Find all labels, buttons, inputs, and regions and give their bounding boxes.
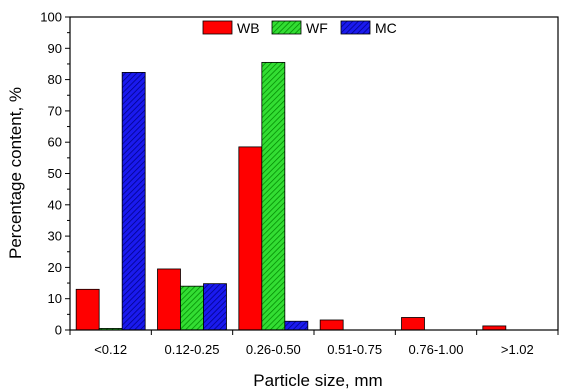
legend-label-wb: WB: [237, 20, 260, 36]
bar-mc-0: [121, 72, 146, 331]
y-tick-label-2: 20: [48, 260, 62, 275]
bar-mc-1: [203, 283, 227, 331]
bar-wf-2: [261, 61, 286, 331]
legend-label-mc: MC: [375, 20, 397, 36]
bar-wb-3: [319, 319, 344, 331]
x-tick-label-0: <0.12: [94, 342, 127, 357]
x-tick-label-5: >1.02: [501, 342, 534, 357]
bar-wb-4: [401, 317, 425, 331]
y-tick-label-5: 50: [48, 166, 62, 181]
bar-wb-5: [482, 325, 507, 331]
y-axis-title: Percentage content, %: [6, 87, 25, 259]
x-tick-label-1: 0.12-0.25: [165, 342, 220, 357]
bar-wb-1: [157, 268, 181, 331]
x-tick-label-2: 0.26-0.50: [246, 342, 301, 357]
x-tick-label-4: 0.76-1.00: [409, 342, 464, 357]
bar-wb-2: [238, 146, 263, 331]
y-tick-label-1: 10: [48, 291, 62, 306]
y-tick-label-4: 40: [48, 197, 62, 212]
axes-layer: 0 10 20 30 40 50 60 70 80 90 100 <0.12 0.12-0.25 0.26…: [40, 10, 559, 357]
legend-swatch-wb: [202, 20, 233, 35]
y-tick-label-6: 60: [48, 135, 62, 150]
x-axis-title: Particle size, mm: [253, 371, 382, 390]
x-tick-label-3: 0.51-0.75: [327, 342, 382, 357]
bars-layer: [75, 61, 507, 331]
legend-swatch-wf: [271, 20, 302, 35]
legend-swatch-mc: [340, 20, 371, 35]
legend-label-wf: WF: [306, 20, 328, 36]
bar-wb-0: [75, 288, 100, 331]
bar-wf-1: [180, 285, 204, 331]
y-tick-label-0: 0: [55, 323, 62, 338]
y-tick-label-10: 100: [40, 10, 62, 25]
y-tick-label-9: 90: [48, 41, 62, 56]
y-tick-label-8: 80: [48, 72, 62, 87]
bar-mc-2: [284, 320, 309, 331]
y-tick-label-3: 30: [48, 229, 62, 244]
legend: WB WF MC: [202, 20, 397, 36]
y-tick-label-7: 70: [48, 103, 62, 118]
